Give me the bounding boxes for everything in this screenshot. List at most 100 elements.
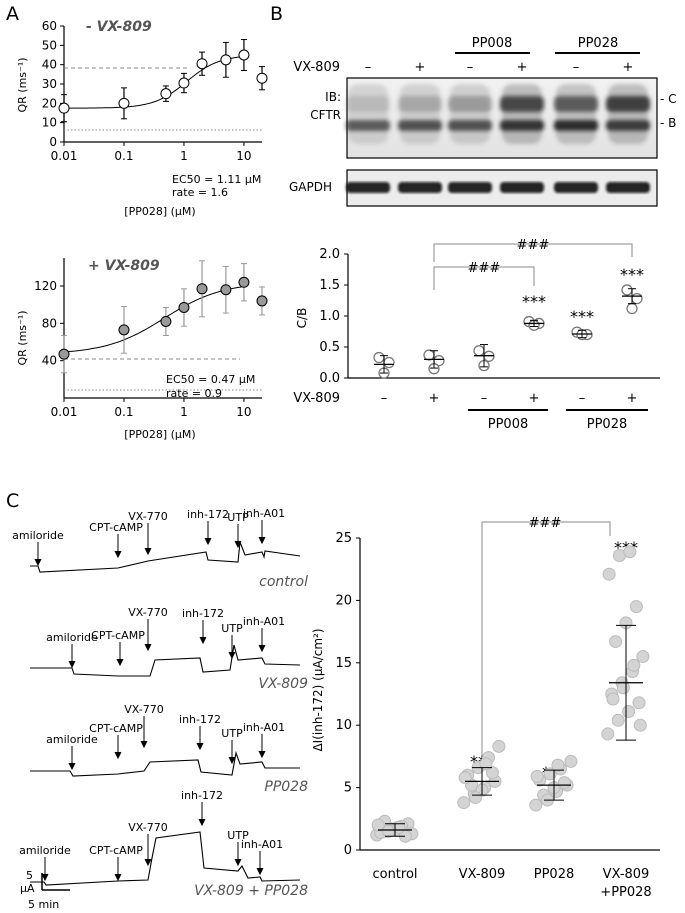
event-label: inh-A01: [243, 507, 285, 520]
x-tick-label: 1: [180, 149, 188, 163]
arrow-head: [234, 540, 242, 549]
data-point: [543, 767, 557, 781]
arrow-head: [198, 818, 206, 827]
event-label: UTP: [227, 829, 249, 842]
x-tick-label: 0.01: [51, 405, 78, 419]
data-point: [627, 658, 641, 672]
sign: +: [415, 60, 426, 75]
event-label: amiloride: [12, 529, 64, 542]
y-axis-label: QR (ms⁻¹): [16, 310, 29, 365]
event-label: UTP: [221, 622, 243, 635]
x-tick-label: 0.01: [51, 149, 78, 163]
panel-b-blot: PP008 PP028 VX-809 – + – + – + IB: CFTR …: [289, 36, 677, 207]
rate-label: rate = 0.9: [166, 387, 222, 400]
trace-label-pp028: PP028: [264, 779, 308, 795]
data-point: [551, 758, 565, 772]
scale-time-label: 5 min: [28, 898, 59, 911]
event-label: CPT-cAMP: [89, 521, 143, 534]
y-tick-label: 0: [49, 135, 57, 149]
data-point: [611, 713, 625, 727]
x-tick-label: 0.1: [114, 149, 133, 163]
data-point: [118, 97, 130, 109]
data-point: [469, 791, 482, 805]
y-axis-label: C/B: [295, 308, 309, 329]
sign: –: [365, 60, 372, 75]
significance-star: ***: [570, 307, 594, 326]
x-axis-label: [PP028] (µM): [124, 205, 195, 218]
data-point: [629, 600, 643, 614]
event-label: VX-770: [128, 821, 167, 834]
event-label: amiloride: [46, 631, 98, 644]
event-label: VX-770: [128, 510, 167, 523]
data-point: [623, 545, 637, 559]
band-b-label: - B: [660, 116, 676, 130]
sign: –: [381, 391, 388, 406]
significance-hash: ###: [517, 238, 550, 253]
scale-current-unit: µA: [20, 882, 35, 895]
group-label-pp008: PP008: [488, 417, 529, 432]
sign: +: [627, 391, 638, 406]
data-point: [256, 72, 268, 84]
gapdh-band: [346, 182, 390, 193]
data-point: [602, 567, 616, 581]
data-point: [160, 315, 172, 327]
event-label: CPT-cAMP: [91, 629, 145, 642]
data-point: [373, 351, 385, 364]
data-point: [621, 284, 633, 296]
lane-smear: [556, 84, 596, 144]
arrow-head: [114, 550, 122, 559]
vx809-row-label: VX-809: [293, 391, 340, 406]
condition-label: + VX-809: [88, 258, 160, 274]
data-point: [371, 818, 385, 832]
lane-smear: [348, 84, 388, 144]
data-point: [473, 345, 485, 357]
arrow-head: [34, 558, 42, 567]
lane-smear: [400, 84, 440, 144]
category-label-control: control: [372, 867, 417, 882]
ib-label: IB:: [325, 90, 341, 104]
event-label: amiloride: [19, 844, 71, 857]
arrow-head: [256, 867, 264, 876]
y-tick-label: 0: [344, 843, 352, 858]
event-label: UTP: [221, 727, 243, 740]
y-tick-label: 0.5: [319, 340, 340, 355]
category-label-vx809: VX-809: [459, 867, 506, 882]
y-tick-label: 10: [42, 116, 57, 130]
data-point: [160, 88, 172, 100]
ec50-label: EC50 = 1.11 µM: [172, 173, 261, 186]
data-point: [557, 776, 571, 790]
sign: –: [579, 391, 586, 406]
y-tick-label: 10: [335, 718, 352, 733]
arrow-head: [258, 536, 266, 545]
x-axis-label: [PP028] (µM): [124, 428, 195, 441]
data-point: [530, 769, 544, 783]
arrow-head: [234, 858, 242, 867]
data-point: [636, 650, 650, 664]
current-trace: [30, 541, 301, 573]
event-label: inh-172: [187, 508, 229, 521]
current-trace: [30, 831, 301, 886]
trace-label-vx809: VX-809: [258, 676, 308, 692]
lane-smear: [608, 84, 648, 144]
fit-curve: [63, 286, 244, 353]
data-point: [564, 754, 578, 768]
event-label: inh-A01: [241, 838, 283, 851]
fit-curve: [64, 56, 244, 109]
panel-a-top-plot: - VX-809 EC50 = 1.11 µM rate = 1.6 [PP02…: [16, 19, 268, 218]
category-label-vx809-pp028-line2: +PP028: [600, 885, 651, 900]
trace-label-control: control: [259, 574, 308, 590]
y-tick-label: 1.0: [319, 309, 340, 324]
gapdh-band: [606, 182, 650, 193]
data-point: [492, 739, 506, 753]
y-tick-label: 50: [42, 38, 57, 52]
lane-smear: [502, 84, 542, 144]
data-point: [220, 284, 232, 296]
x-tick-label: 10: [236, 149, 251, 163]
lane-smear: [450, 84, 490, 144]
arrow-head: [228, 756, 236, 765]
sign: +: [529, 391, 540, 406]
data-point: [633, 718, 647, 732]
event-label: inh-172: [179, 713, 221, 726]
event-label: inh-A01: [243, 615, 285, 628]
